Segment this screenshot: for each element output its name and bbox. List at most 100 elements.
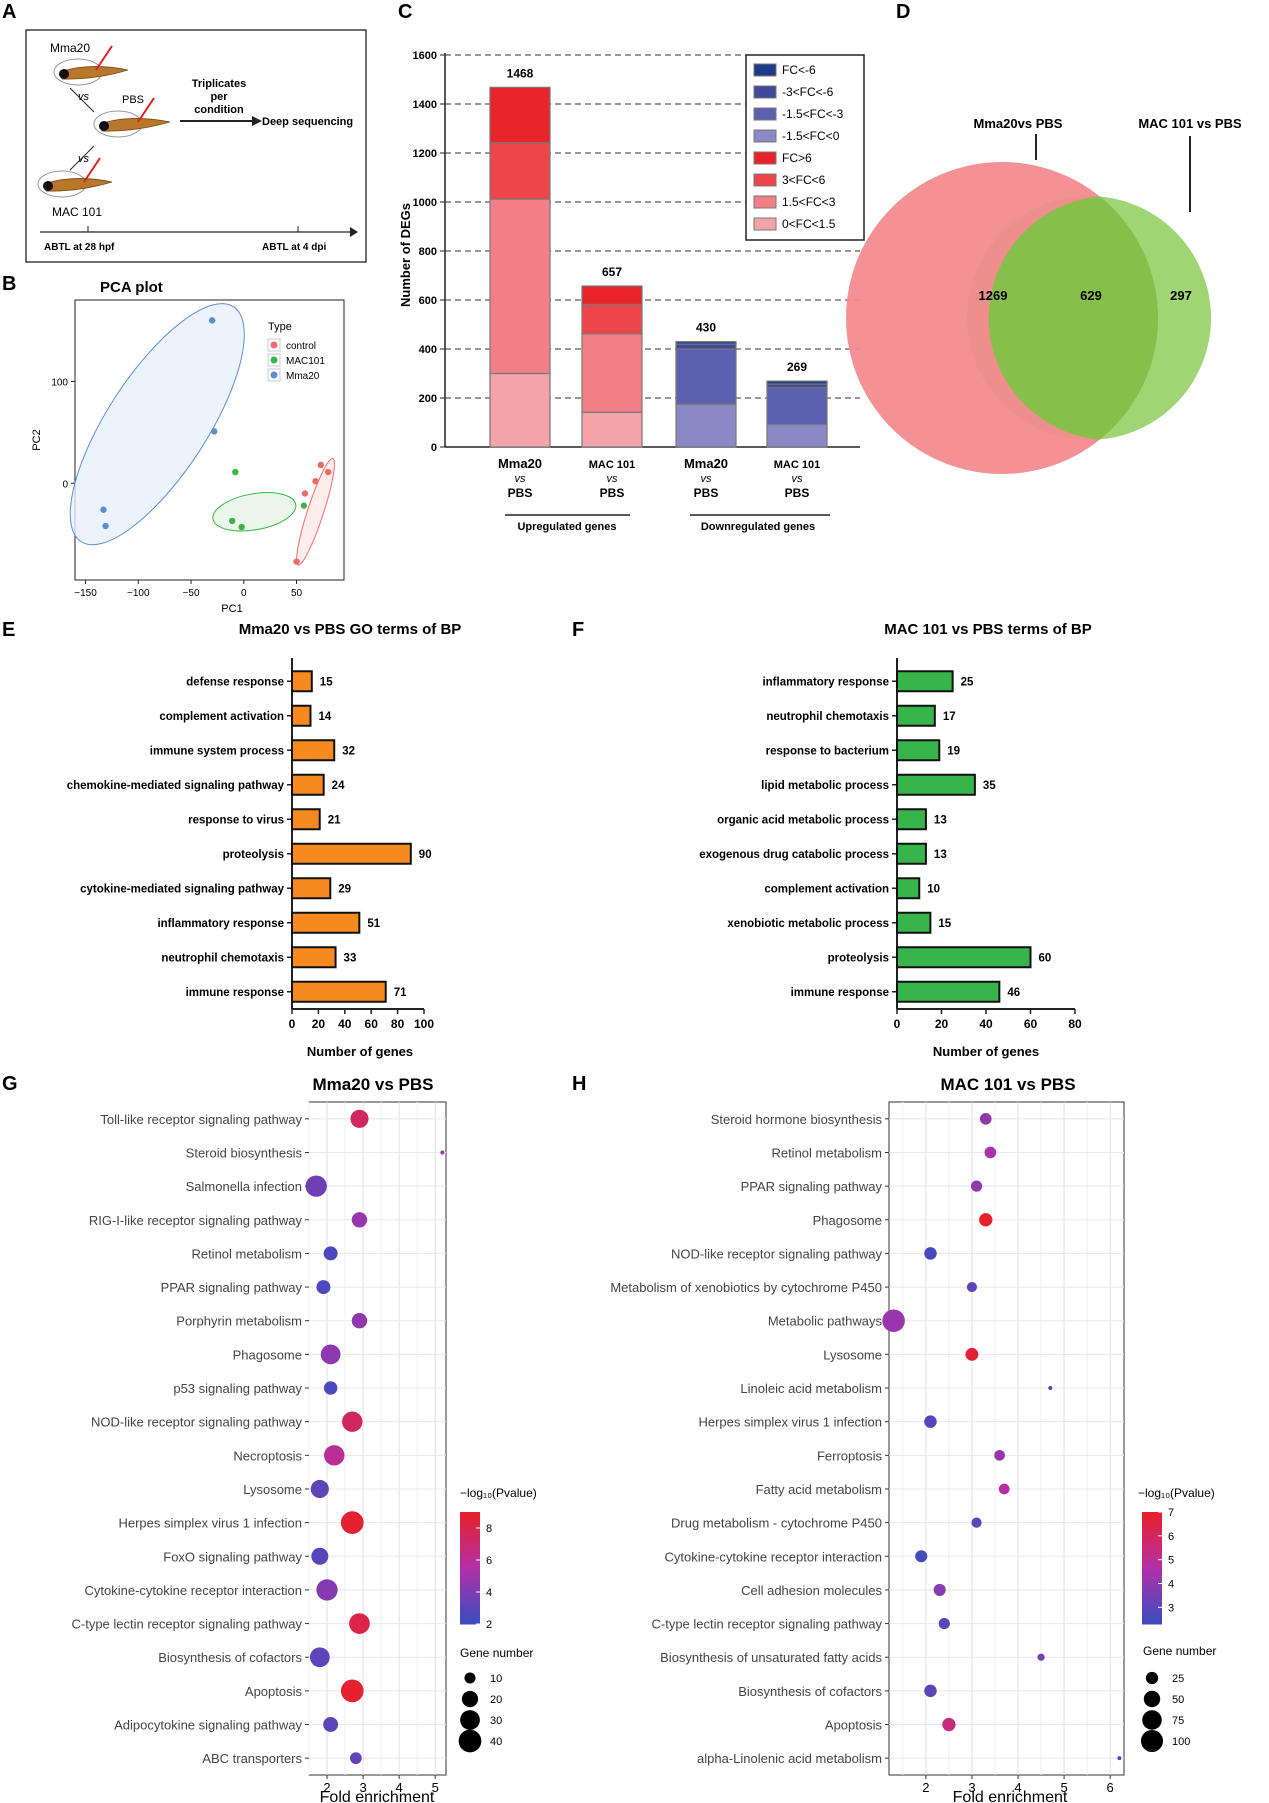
degs-legend-label: 3<FC<6 <box>782 173 826 187</box>
panel-g-term-label: Phagosome <box>233 1347 302 1362</box>
degs-bar-segment <box>489 142 551 200</box>
degs-ytick-label: 1200 <box>413 148 437 160</box>
panel-h-size-legend-dot <box>1142 1710 1162 1730</box>
panel-g-term-label: Adipocytokine signaling pathway <box>114 1718 302 1733</box>
panel-f-go-bars: MAC 101 vs PBS terms of BP Number of gen… <box>699 621 1092 1059</box>
panel-e-xtick-label: 0 <box>289 1017 296 1031</box>
venn-left-only-count: 1269 <box>979 288 1008 303</box>
panel-e-bar <box>291 980 387 1003</box>
panel-h-term-label: Ferroptosis <box>817 1448 883 1463</box>
degs-bar-segment <box>489 86 551 144</box>
panel-h-term-label: Biosynthesis of unsaturated fatty acids <box>660 1650 882 1665</box>
panel-g-term-label: Retinol metabolism <box>191 1246 302 1261</box>
panel-g-dot <box>342 1411 363 1432</box>
panel-h-term-label: Herpes simplex virus 1 infection <box>698 1415 882 1430</box>
panel-h-term-label: Biosynthesis of cofactors <box>738 1684 882 1699</box>
panel-e-value-label: 71 <box>394 987 407 999</box>
panel-g-colorbar-step <box>460 1551 480 1555</box>
panel-g-colorbar-step <box>460 1568 480 1572</box>
panel-f-category-label: proteolysis <box>828 952 889 964</box>
panel-f-value-label: 35 <box>983 780 996 792</box>
panel-a-mma20-label: Mma20 <box>50 41 90 55</box>
panel-h-term-label: Apoptosis <box>825 1718 883 1733</box>
degs-ytick-label: 1000 <box>413 197 437 209</box>
panel-f-category-label: exogenous drug catabolic process <box>699 849 889 861</box>
panel-g-colorbar-step <box>460 1590 480 1594</box>
panel-h-dot <box>924 1415 937 1428</box>
panel-h-dot <box>915 1550 928 1563</box>
panel-e-value-label: 14 <box>318 711 331 723</box>
pca-legend-dot <box>270 341 278 349</box>
panel-f-value-label: 25 <box>961 676 974 688</box>
pca-xtick-label: 50 <box>291 588 303 599</box>
panel-g-term-label: Porphyrin metabolism <box>176 1314 302 1329</box>
panel-f-bar <box>896 704 936 727</box>
pca-point-mma20 <box>100 506 107 513</box>
panel-g-dot <box>305 1175 327 1197</box>
pca-point-control <box>301 490 309 497</box>
pca-point-mma20 <box>208 317 216 324</box>
panel-g-size-legend-dot <box>458 1729 482 1753</box>
panel-f-bar <box>896 980 1001 1003</box>
panel-g-dot <box>316 1579 338 1601</box>
panel-h-colorbar-step <box>1142 1523 1162 1527</box>
degs-legend-label: 0<FC<1.5 <box>782 217 836 231</box>
panel-f-xlabel: Number of genes <box>933 1044 1039 1059</box>
panel-g-colorbar-step <box>460 1604 480 1608</box>
panel-h-term-label: Cell adhesion molecules <box>741 1583 882 1598</box>
panel-e-category-label: immune system process <box>150 745 284 757</box>
panel-f-bar <box>896 808 927 831</box>
panel-h-term-label: Phagosome <box>813 1213 882 1228</box>
panel-g-colorbar-step <box>460 1559 480 1563</box>
panel-h-colorbar-step <box>1142 1596 1162 1600</box>
panel-g-dot <box>440 1150 445 1155</box>
panel-e-xtick-label: 100 <box>414 1017 434 1031</box>
panel-h-colorbar-step <box>1142 1576 1162 1580</box>
panel-f-category-label: lipid metabolic process <box>761 780 889 792</box>
panel-f-category-label: response to bacterium <box>766 745 889 757</box>
panel-g-colorbar-step <box>460 1612 480 1617</box>
degs-ytick-label: 1600 <box>413 50 437 62</box>
panel-f-category-label: inflammatory response <box>762 676 889 688</box>
degs-bar-segment <box>581 333 643 413</box>
panel-f-value-label: 46 <box>1007 987 1020 999</box>
degs-category-label: vs <box>792 473 804 485</box>
panel-h-colorbar-step <box>1142 1570 1162 1575</box>
panel-h-colorbar-step <box>1142 1565 1162 1569</box>
pca-title: PCA plot <box>100 279 163 296</box>
degs-bar-segment <box>766 380 828 385</box>
panel-d-venn: Mma20vs PBS MAC 101 vs PBS 1269 629 297 <box>846 116 1242 474</box>
panel-h-term-label: Linoleic acid metabolism <box>740 1381 882 1396</box>
panel-h-term-label: NOD-like receptor signaling pathway <box>671 1246 882 1261</box>
larva-mac101-icon <box>37 157 113 198</box>
pca-legend-dot <box>270 356 278 364</box>
panel-h-colorbar-step <box>1142 1528 1162 1533</box>
panel-h-size-legend-dot <box>1143 1690 1161 1708</box>
panel-h-dot <box>924 1247 937 1260</box>
panel-g-term-label: Toll-like receptor signaling pathway <box>100 1112 302 1127</box>
degs-bar-segment <box>581 285 643 306</box>
panel-h-kegg-dots: MAC 101 vs PBS Fold enrichment −log₁₀(Pv… <box>610 1075 1216 1803</box>
panel-h-term-label: Metabolism of xenobiotics by cytochrome … <box>610 1280 882 1295</box>
panel-letter-f: F <box>572 619 584 641</box>
panel-g-size-title: Gene number <box>460 1646 533 1660</box>
pca-point-control <box>312 478 319 485</box>
panel-g-size-legend-label: 40 <box>490 1736 502 1748</box>
degs-legend-swatch <box>753 195 777 209</box>
panel-e-category-label: defense response <box>186 676 284 688</box>
panel-h-colorbar-step <box>1142 1601 1162 1605</box>
panel-g-colorbar-step <box>460 1537 480 1541</box>
panel-g-colorbar-step <box>460 1517 480 1521</box>
panel-h-colorbar-step <box>1142 1545 1162 1549</box>
panel-letter-c: C <box>398 1 412 23</box>
panel-e-category-label: chemokine-mediated signaling pathway <box>67 780 285 792</box>
panel-g-colorbar-step <box>460 1621 480 1625</box>
panel-e-bar <box>291 946 337 969</box>
panel-h-colorbar-step <box>1142 1562 1162 1566</box>
panel-g-colorbar-step <box>460 1545 480 1549</box>
panel-h-xtick-label: 3 <box>968 1780 975 1795</box>
panel-h-colorbar-step <box>1142 1615 1162 1619</box>
panel-h-xtick-label: 2 <box>922 1780 929 1795</box>
panel-e-value-label: 29 <box>338 883 351 895</box>
panel-h-colorbar-step <box>1142 1554 1162 1558</box>
